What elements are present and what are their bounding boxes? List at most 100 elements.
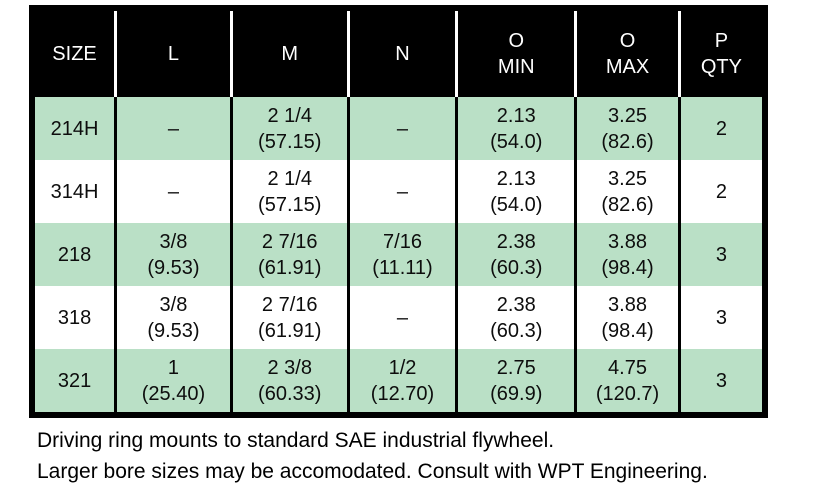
column-header-label: M <box>281 43 299 65</box>
column-header-label: N <box>395 43 410 65</box>
cell-value: 1/2 <box>388 356 417 379</box>
cell-p-qty: 2 <box>677 160 765 223</box>
cell-value: 321 <box>57 369 92 392</box>
cell-value: 1 <box>167 356 180 379</box>
cell-value: 2 1/4 <box>267 167 312 190</box>
cell-size: 321 <box>32 349 116 415</box>
table-row: 318 3/8 (9.53) 2 7/16 (61.91) – 2.38 (60.3)… <box>32 286 765 349</box>
cell-metric: (60.3) <box>490 319 543 342</box>
note-bore-sizes: Larger bore sizes may be accomodated. Co… <box>37 460 708 483</box>
cell-value: 2.38 <box>496 230 536 253</box>
cell-m: 2 7/16 (61.91) <box>229 286 349 349</box>
cell-l: – <box>114 160 232 223</box>
column-header-l: L <box>114 8 232 97</box>
cell-o-max: 3.88 (98.4) <box>574 286 680 349</box>
cell-o-min: 2.38 (60.3) <box>455 223 576 286</box>
cell-metric: (82.6) <box>601 130 654 153</box>
cell-value: 2.75 <box>496 356 536 379</box>
cell-value: 2 1/4 <box>267 104 312 127</box>
cell-metric: (60.3) <box>490 256 543 279</box>
cell-m: 2 1/4 (57.15) <box>229 97 349 160</box>
cell-value: 7/16 <box>383 230 422 253</box>
column-header-n: N <box>346 8 457 97</box>
cell-value: 2 <box>715 180 727 203</box>
cell-value: 3.25 <box>608 167 647 190</box>
cell-value: – <box>396 306 409 329</box>
cell-metric: (98.4) <box>601 256 654 279</box>
cell-m: 2 3/8 (60.33) <box>229 349 349 415</box>
cell-value: 3/8 <box>159 293 188 316</box>
cell-value: 3/8 <box>159 230 188 253</box>
table-row: 321 1 (25.40) 2 3/8 (60.33) 1/2 (12.70) 2.7… <box>32 349 765 415</box>
cell-size: 218 <box>32 223 116 286</box>
column-header-label: O <box>508 30 525 52</box>
cell-metric: (61.91) <box>258 319 322 342</box>
column-header-label: MIN <box>497 56 535 78</box>
footer-notes: Driving ring mounts to standard SAE indu… <box>37 425 708 487</box>
cell-value: 3 <box>715 306 727 329</box>
column-header-size: SIZE <box>32 8 116 97</box>
cell-value: 3.25 <box>608 104 647 127</box>
cell-metric: (11.11) <box>372 256 433 279</box>
column-header-label: O <box>619 30 636 52</box>
cell-l: – <box>114 97 232 160</box>
cell-o-min: 2.13 (54.0) <box>455 160 576 223</box>
cell-value: – <box>396 180 409 203</box>
cell-value: 218 <box>57 243 92 266</box>
note-flywheel: Driving ring mounts to standard SAE indu… <box>37 429 555 452</box>
cell-metric: (9.53) <box>147 256 200 279</box>
cell-n: – <box>346 97 457 160</box>
cell-o-max: 3.25 (82.6) <box>574 160 680 223</box>
cell-metric: (57.15) <box>258 130 322 153</box>
cell-p-qty: 2 <box>677 97 765 160</box>
cell-value: 2 <box>715 117 727 140</box>
table-row: 314H – 2 1/4 (57.15) – 2.13 (54.0) 3.25 (82… <box>32 160 765 223</box>
cell-metric: (25.40) <box>141 382 206 405</box>
cell-m: 2 1/4 (57.15) <box>229 160 349 223</box>
cell-value: 3.88 <box>608 293 647 316</box>
cell-l: 3/8 (9.53) <box>114 286 232 349</box>
cell-n: 7/16 (11.11) <box>346 223 457 286</box>
cell-n: 1/2 (12.70) <box>346 349 457 415</box>
cell-metric: (82.6) <box>601 193 654 216</box>
column-header-label: MAX <box>605 56 650 78</box>
cell-metric: (98.4) <box>601 319 654 342</box>
cell-o-min: 2.75 (69.9) <box>455 349 576 415</box>
cell-value: 2.38 <box>496 293 536 316</box>
column-header-o-max: O MAX <box>574 8 680 97</box>
table-row: 218 3/8 (9.53) 2 7/16 (61.91) 7/16 (11.11) … <box>32 223 765 286</box>
cell-value: 3 <box>715 243 727 266</box>
column-header-o-min: O MIN <box>455 8 576 97</box>
cell-value: – <box>396 117 409 140</box>
cell-p-qty: 3 <box>677 286 765 349</box>
cell-o-min: 2.38 (60.3) <box>455 286 576 349</box>
cell-size: 318 <box>32 286 116 349</box>
table-row: 214H – 2 1/4 (57.15) – 2.13 (54.0) 3.25 (82… <box>32 97 765 160</box>
column-header-label: QTY <box>700 56 742 78</box>
cell-p-qty: 3 <box>677 349 765 415</box>
table-header-row: SIZE L M N O MIN <box>32 8 765 97</box>
cell-value: 318 <box>57 306 92 329</box>
cell-l: 1 (25.40) <box>114 349 232 415</box>
column-header-p-qty: P QTY <box>677 8 765 97</box>
cell-size: 314H <box>32 160 116 223</box>
cell-o-max: 3.88 (98.4) <box>574 223 680 286</box>
cell-metric: (54.0) <box>490 130 543 153</box>
column-header-label: L <box>167 43 180 65</box>
cell-value: 314H <box>50 180 99 203</box>
cell-o-max: 4.75 (120.7) <box>574 349 680 415</box>
cell-metric: (12.70) <box>370 382 435 405</box>
cell-size: 214H <box>32 97 116 160</box>
cell-value: 3.88 <box>608 230 647 253</box>
cell-metric: (69.9) <box>490 382 543 405</box>
cell-value: – <box>167 117 180 140</box>
cell-value: 214H <box>50 117 99 140</box>
cell-l: 3/8 (9.53) <box>114 223 232 286</box>
size-spec-table: SIZE L M N O MIN <box>29 5 768 418</box>
cell-o-min: 2.13 (54.0) <box>455 97 576 160</box>
cell-o-max: 3.25 (82.6) <box>574 97 680 160</box>
cell-value: 3 <box>715 369 727 392</box>
cell-n: – <box>346 286 457 349</box>
cell-p-qty: 3 <box>677 223 765 286</box>
